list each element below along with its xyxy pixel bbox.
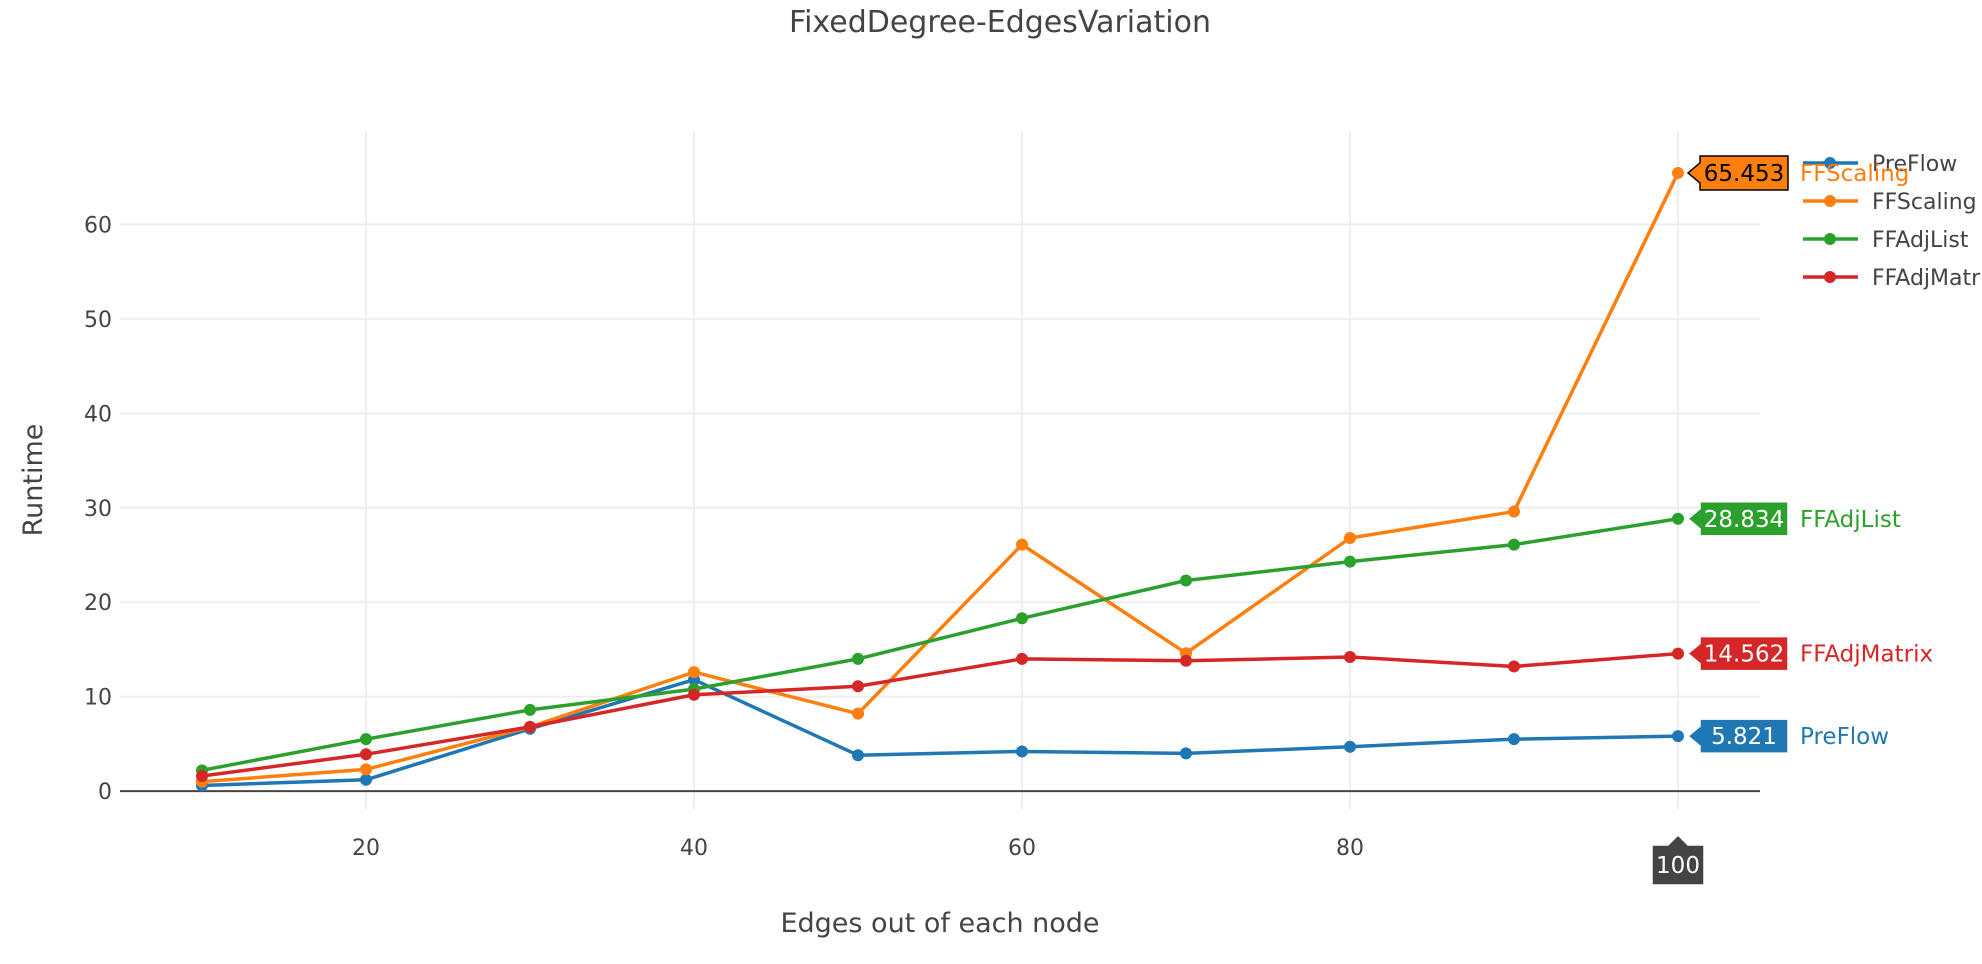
hover-box — [1686, 155, 1789, 191]
hover-label-preflow: 5.821 PreFlow — [1686, 718, 1889, 754]
legend-label: FFAdjMatrix — [1872, 266, 1982, 291]
data-point[interactable] — [852, 707, 864, 720]
hover-label-ffadjmatrix: 14.562 FFAdjMatrix — [1686, 635, 1933, 672]
hover-series-name: FFScaling — [1800, 161, 1909, 187]
y-tick-label: 20 — [84, 591, 112, 616]
legend-marker — [1824, 195, 1836, 207]
grid — [120, 130, 1760, 810]
x-tick-label: 80 — [1336, 836, 1364, 861]
data-point[interactable] — [1508, 660, 1520, 673]
series-line — [201, 517, 1679, 773]
hover-series-name: PreFlow — [1800, 724, 1889, 750]
x-tick-label: 40 — [680, 836, 708, 861]
series-preflow — [196, 673, 1684, 792]
data-point[interactable] — [1016, 652, 1028, 665]
legend-marker — [1824, 233, 1836, 245]
hover-box — [1686, 718, 1789, 754]
hover-x-box — [1651, 833, 1705, 886]
data-point[interactable] — [852, 652, 864, 665]
y-tick-label: 50 — [84, 308, 112, 333]
data-point[interactable] — [1016, 745, 1028, 758]
legend-item-ffadjlist[interactable]: FFAdjList — [1803, 228, 1969, 253]
data-point[interactable] — [1180, 654, 1192, 667]
hover-series-name: FFAdjMatrix — [1800, 642, 1933, 668]
series-ffadjlist — [196, 512, 1684, 777]
y-tick-label: 0 — [98, 780, 112, 805]
hover-value: 65.453 — [1704, 161, 1784, 187]
data-point[interactable] — [360, 763, 372, 776]
data-point[interactable] — [524, 720, 536, 733]
data-point[interactable] — [1508, 538, 1520, 551]
data-point[interactable] — [1344, 532, 1356, 544]
series-line — [201, 677, 1679, 788]
hover-label-ffscaling: 65.453 FFScaling — [1686, 155, 1909, 191]
hover-x-label: 100 — [1651, 833, 1705, 886]
data-point[interactable] — [1672, 512, 1684, 525]
series-ffscaling — [196, 166, 1684, 788]
data-point[interactable] — [1344, 651, 1356, 663]
y-tick-label: 30 — [84, 497, 112, 522]
legend-marker — [1824, 157, 1836, 169]
y-axis-label: Runtime — [18, 424, 49, 537]
series-line — [201, 172, 1680, 784]
hover-label-ffadjlist: 28.834 FFAdjList — [1686, 501, 1901, 537]
data-point[interactable] — [688, 666, 700, 679]
hover-x-value: 100 — [1656, 853, 1700, 879]
data-point[interactable] — [852, 749, 864, 762]
data-point[interactable] — [1016, 538, 1028, 551]
series-line — [201, 651, 1679, 778]
legend-marker — [1824, 271, 1836, 283]
data-point[interactable] — [1344, 740, 1356, 753]
hover-series-name: FFAdjList — [1800, 507, 1901, 533]
hover-box — [1686, 501, 1789, 537]
data-point[interactable] — [360, 748, 372, 761]
data-point[interactable] — [1508, 505, 1520, 518]
x-axis-label: Edges out of each node — [780, 908, 1099, 939]
data-point[interactable] — [1672, 166, 1684, 179]
hover-value: 28.834 — [1704, 507, 1784, 533]
legend-item-ffadjmatrix[interactable]: FFAdjMatrix — [1803, 266, 1982, 291]
data-point[interactable] — [688, 688, 700, 701]
x-axis-ticks: 20 40 60 80 — [352, 836, 1364, 861]
hover-box — [1686, 635, 1789, 672]
data-point[interactable] — [524, 703, 536, 716]
legend-item-ffscaling[interactable]: FFScaling — [1803, 190, 1977, 215]
legend-label: FFAdjList — [1872, 228, 1969, 253]
data-point[interactable] — [1344, 555, 1356, 568]
series-group — [196, 166, 1684, 792]
data-point[interactable] — [360, 773, 372, 786]
data-point[interactable] — [1016, 612, 1028, 625]
hover-labels: 65.453 FFScaling 28.834 FFAdjList 14.562 FFAd… — [1651, 155, 1933, 886]
chart-title: FixedDegree-EdgesVariation — [789, 5, 1211, 40]
y-tick-label: 60 — [84, 213, 112, 238]
y-tick-label: 40 — [84, 402, 112, 427]
hover-value: 14.562 — [1704, 642, 1784, 668]
legend-label: PreFlow — [1872, 152, 1957, 177]
data-point[interactable] — [1508, 733, 1520, 746]
data-point[interactable] — [1180, 574, 1192, 587]
series-ffadjmatrix — [196, 647, 1684, 782]
data-point[interactable] — [852, 680, 864, 693]
x-tick-label: 60 — [1008, 836, 1036, 861]
y-tick-label: 10 — [84, 686, 112, 711]
y-axis-ticks: 0 10 20 30 40 50 60 — [84, 213, 112, 805]
x-tick-label: 20 — [352, 836, 380, 861]
data-point[interactable] — [1672, 647, 1684, 660]
legend[interactable]: PreFlowFFScalingFFAdjListFFAdjMatrix — [1803, 152, 1982, 291]
data-point[interactable] — [1672, 730, 1684, 743]
legend-label: FFScaling — [1872, 190, 1977, 215]
data-point[interactable] — [360, 733, 372, 746]
hover-value: 5.821 — [1711, 724, 1777, 750]
legend-item-preflow[interactable]: PreFlow — [1803, 152, 1957, 177]
data-point[interactable] — [1180, 747, 1192, 760]
data-point[interactable] — [196, 770, 208, 782]
